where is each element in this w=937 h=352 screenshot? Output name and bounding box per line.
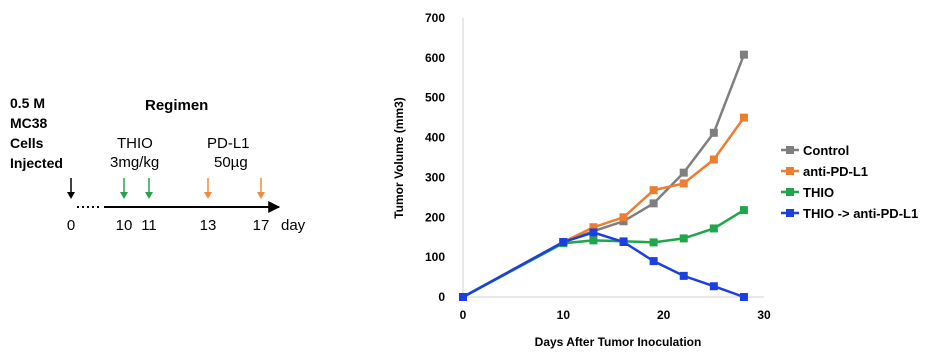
data-point	[679, 234, 688, 243]
drug2-name: PD-L1	[207, 135, 250, 152]
data-point	[619, 213, 628, 222]
data-point	[709, 155, 718, 164]
data-point	[619, 237, 628, 246]
x-axis-title: Days After Tumor Inoculation	[535, 335, 702, 349]
legend-label: THIO -> anti-PD-L1	[803, 206, 918, 221]
data-point	[739, 206, 748, 215]
cells-line: Injected	[10, 155, 63, 171]
data-point	[559, 237, 568, 246]
legend-swatch-marker	[786, 209, 794, 217]
data-point	[739, 50, 748, 59]
series-line	[462, 54, 746, 299]
regimen-title: Regimen	[145, 97, 209, 114]
data-point	[739, 293, 748, 301]
y-tick-label: 400	[425, 131, 445, 145]
data-point	[679, 179, 688, 188]
timeline-unit-label: day	[281, 217, 306, 234]
legend-label: anti-PD-L1	[803, 164, 868, 179]
timeline-tick-label: 10	[116, 217, 133, 234]
cells-line: MC38	[10, 115, 48, 131]
data-point	[649, 238, 658, 247]
y-axis-title: Tumor Volume (mm3)	[392, 97, 406, 219]
data-point	[649, 186, 658, 195]
y-tick-label: 600	[425, 51, 445, 65]
drug2-dose-arrow-head	[257, 192, 265, 199]
drug1-dose-arrow-head	[120, 192, 128, 199]
cells-injected-label: 0.5 M MC38 Cells Injected	[10, 93, 63, 173]
x-tick-label: 20	[657, 308, 671, 322]
y-tick-label: 500	[425, 91, 445, 105]
series-line	[462, 209, 745, 299]
drug1-name: THIO	[117, 135, 153, 152]
data-point	[739, 113, 748, 122]
y-tick-label: 200	[425, 210, 445, 224]
legend-label: Control	[803, 143, 849, 158]
data-point	[589, 236, 598, 245]
data-point	[649, 257, 658, 266]
data-point	[709, 282, 718, 291]
treatment-timeline: 0 10 11 13 17 day	[67, 178, 306, 234]
data-point	[709, 224, 718, 233]
data-point	[709, 128, 718, 137]
timeline-tick-label: 17	[253, 217, 270, 234]
y-tick-label: 0	[438, 290, 445, 304]
y-tick-label: 300	[425, 170, 445, 184]
timeline-tick-label: 0	[67, 217, 75, 234]
cells-line: Cells	[10, 135, 44, 151]
cells-line: 0.5 M	[10, 95, 46, 111]
legend-swatch-marker	[786, 188, 794, 196]
legend-swatch-marker	[786, 146, 794, 154]
legend-label: THIO	[803, 185, 834, 200]
y-tick-label: 700	[425, 11, 445, 25]
injection-arrow-head	[67, 192, 75, 199]
data-point	[589, 228, 598, 237]
series-line	[462, 231, 745, 299]
x-tick-label: 0	[460, 308, 467, 322]
x-tick-label: 30	[757, 308, 771, 322]
timeline-tick-label: 11	[141, 217, 157, 234]
drug2-dose: 50µg	[214, 154, 248, 171]
drug1-dose-arrow-head	[145, 192, 153, 199]
legend-swatch-marker	[786, 167, 794, 175]
series-line	[462, 116, 745, 299]
data-point	[589, 223, 598, 232]
x-tick-label: 10	[557, 308, 571, 322]
data-point	[679, 168, 688, 177]
data-point	[679, 271, 688, 280]
data-point	[649, 199, 658, 208]
drug2-dose-arrow-head	[204, 192, 212, 199]
data-point	[459, 293, 467, 301]
drug1-dose: 3mg/kg	[110, 154, 160, 171]
y-tick-label: 100	[425, 250, 445, 264]
timeline-tick-label: 13	[200, 217, 217, 234]
